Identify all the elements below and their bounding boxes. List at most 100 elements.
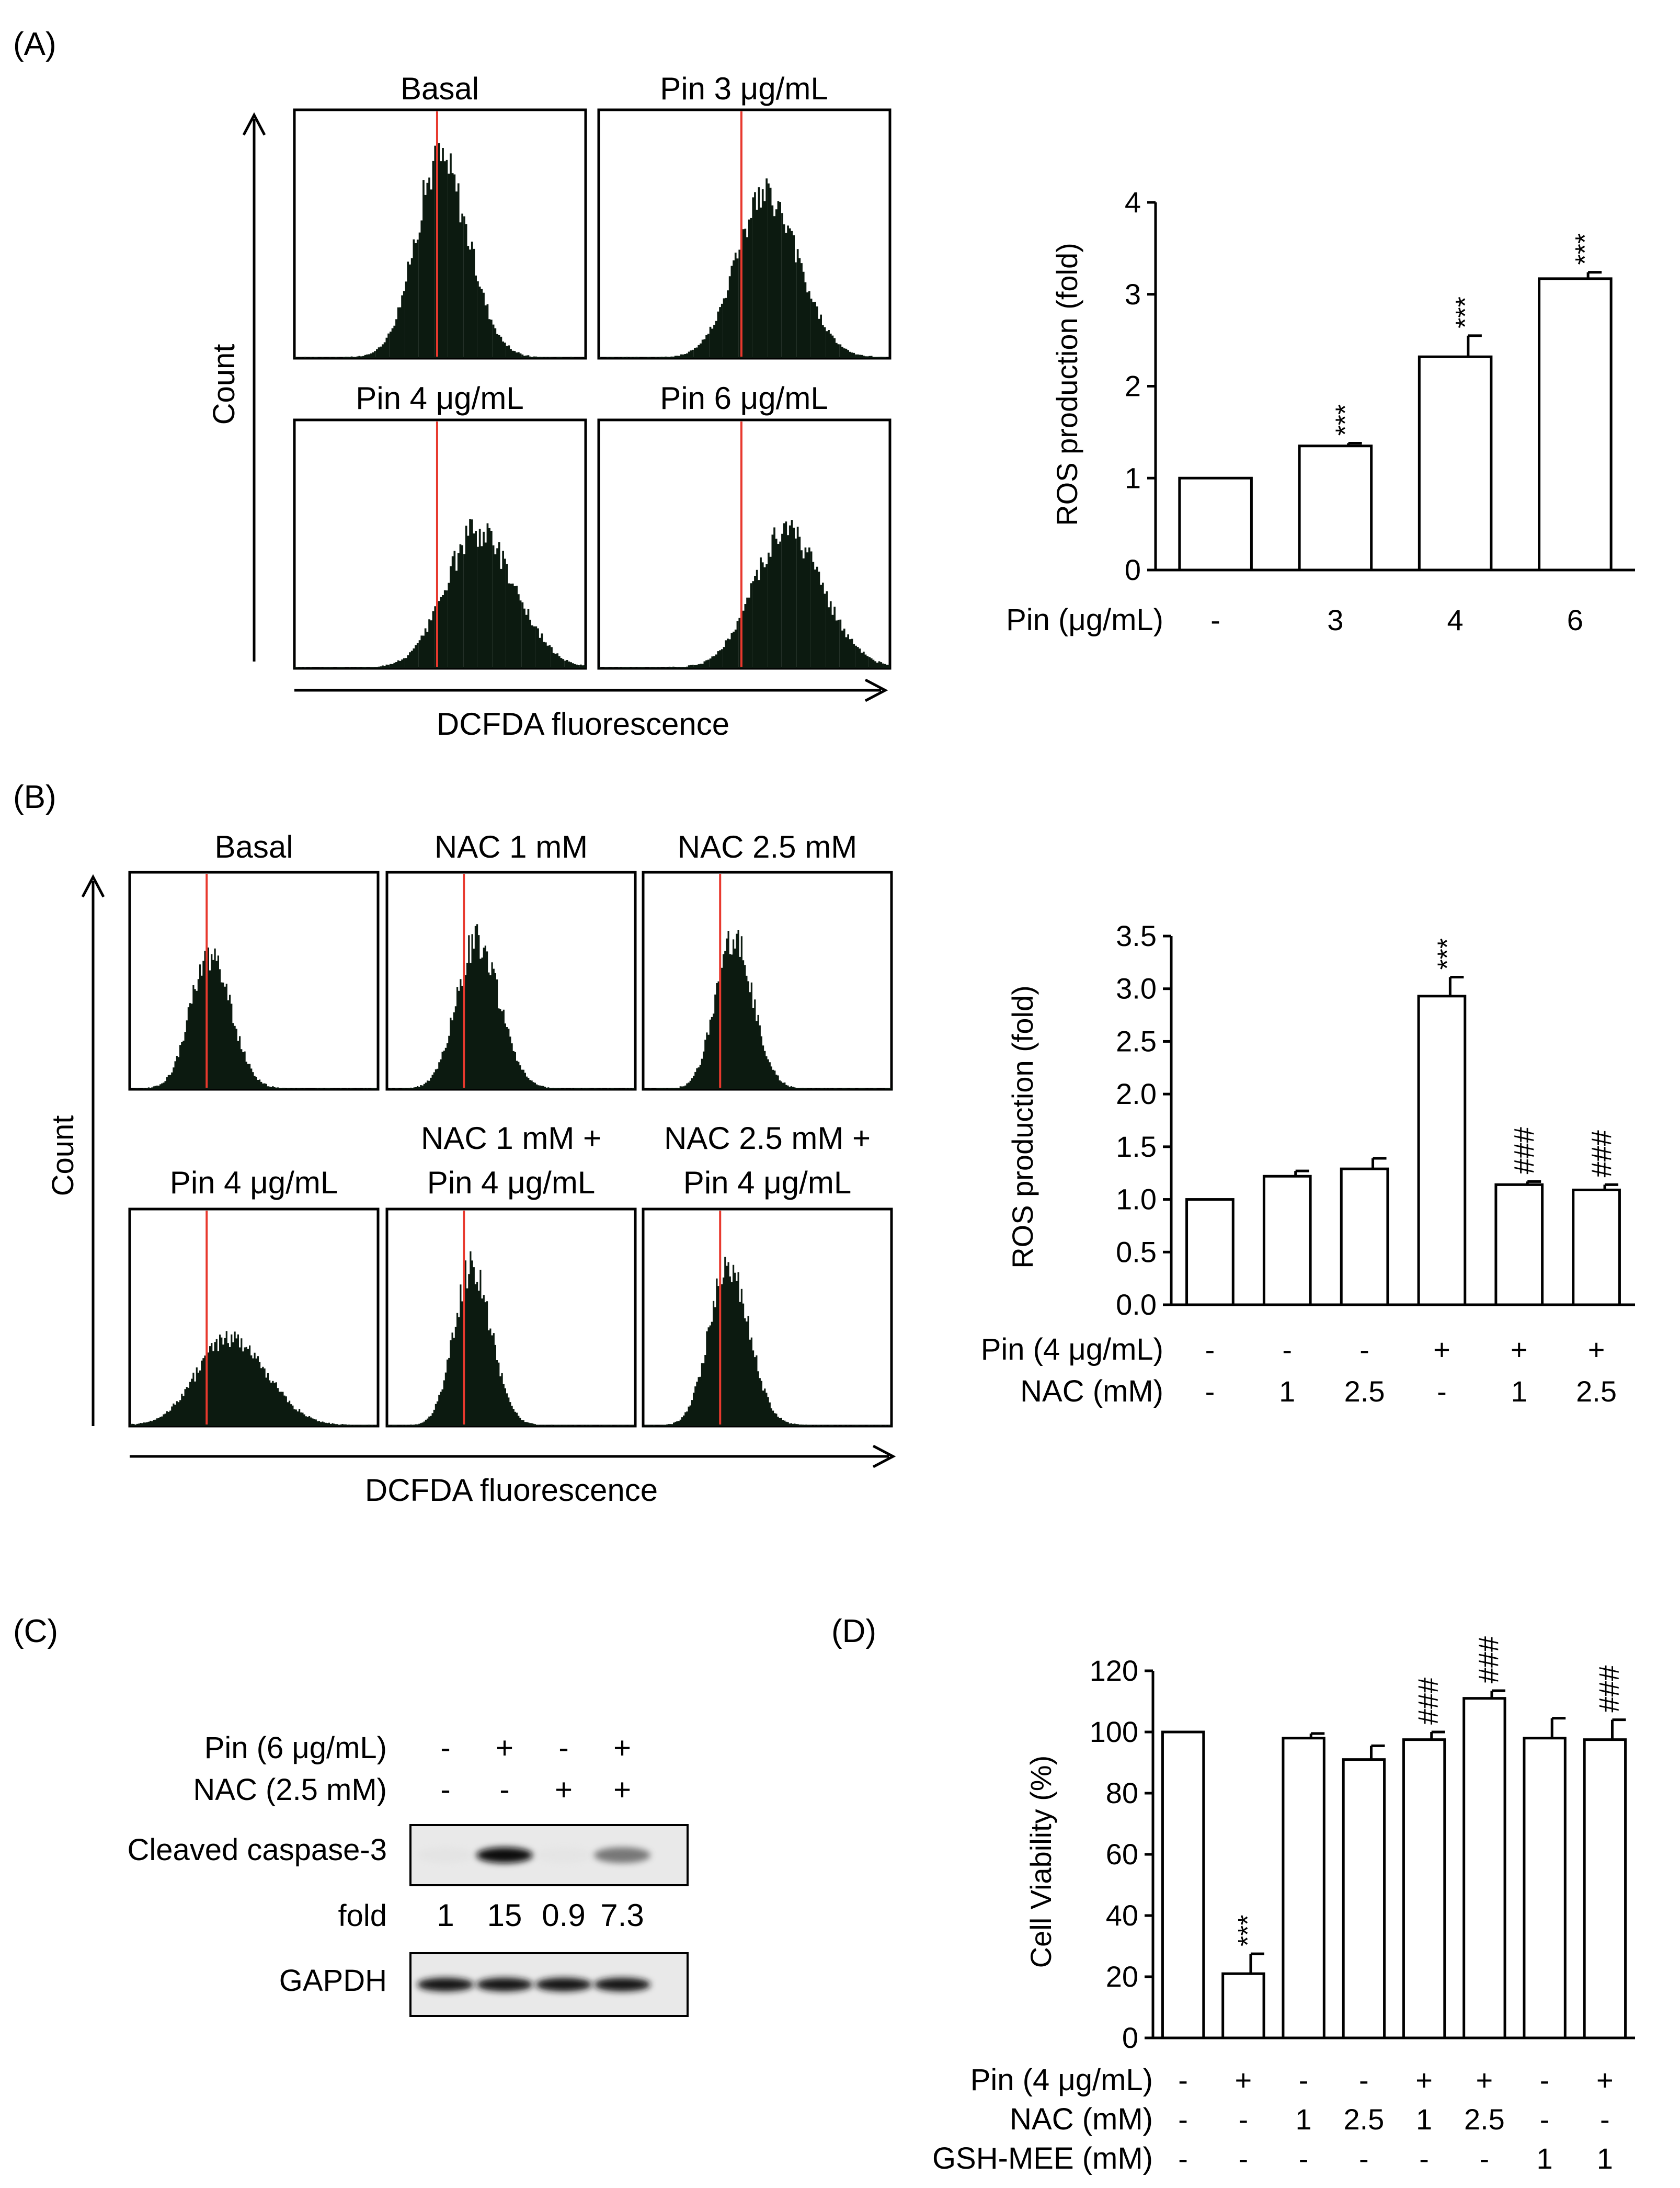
flow-a-title-0: Basal: [401, 71, 479, 106]
condition-label: -: [1359, 2142, 1369, 2175]
fold-label: fold: [338, 1899, 387, 1933]
condition-label: -: [1419, 2142, 1429, 2175]
y-tick-label: 20: [1106, 1960, 1138, 1993]
condition-label: -: [1299, 2064, 1309, 2096]
bar: [1462, 1697, 1506, 2039]
fold-value: 0.9: [542, 1898, 585, 1933]
panel-b-label: (B): [13, 779, 56, 815]
panel-c-row-header-nac: NAC (2.5 mM): [193, 1773, 387, 1807]
panel-b-ylabel: ROS production (fold): [1006, 985, 1039, 1269]
condition-label: -: [1178, 2142, 1188, 2175]
panel-c-row-header-pin: Pin (6 μg/mL): [204, 1731, 387, 1765]
blot-condition-sign: +: [613, 1731, 631, 1765]
flow-b-titles: Basal NAC 1 mM NAC 2.5 mM Pin 4 μg/mL NAC 1 …: [170, 829, 871, 1200]
condition-label: -: [1178, 2103, 1188, 2136]
x-category-label: 3: [1327, 603, 1343, 636]
bar: [1342, 1758, 1386, 2039]
condition-label: -: [1540, 2103, 1550, 2136]
significance-annotation: ***: [1450, 297, 1481, 328]
y-tick-label: 2: [1125, 370, 1141, 403]
condition-label: +: [1511, 1333, 1528, 1366]
histogram-bars: [599, 520, 890, 668]
flow-a-title-3: Pin 6 μg/mL: [660, 381, 828, 416]
panel-a-y-arrowhead: [242, 112, 266, 136]
panel-b-flow-ylabel: Count: [46, 1115, 80, 1196]
y-tick-label: 0: [1122, 2021, 1138, 2054]
panel-b-flow-xlabel: DCFDA fluorescence: [365, 1473, 658, 1508]
flow-histogram-pin-4: [293, 418, 587, 670]
y-tick-label: 3: [1125, 278, 1141, 311]
condition-label: 2.5: [1576, 1375, 1617, 1408]
condition-label: -: [1205, 1333, 1215, 1366]
bar: [1340, 1167, 1389, 1306]
panel-a-label: (A): [13, 26, 56, 62]
flow-b-title-1: NAC 1 mM: [435, 829, 588, 864]
panel-a-flow: Count DCFDA fluorescence Basal Pin 3 μg/…: [207, 71, 892, 742]
condition-label: 2.5: [1464, 2103, 1505, 2136]
flow-histogram-nac-1: [385, 871, 637, 1091]
bar-chart-a-plot: 0 1 2 3 4 - *** 3 *** 4 *** 6: [1125, 186, 1635, 636]
histogram-bars: [387, 924, 635, 1089]
significance-annotation: ***: [1432, 938, 1462, 970]
panel-c-label: (C): [13, 1613, 58, 1649]
y-tick-label: 3.0: [1116, 972, 1157, 1005]
x-category-label: -: [1210, 603, 1220, 636]
bar: [1523, 1737, 1567, 2039]
bar: [1298, 445, 1373, 572]
flow-histogram-pin-6: [597, 418, 892, 670]
condition-label: -: [1239, 2142, 1249, 2175]
fold-value: 1: [437, 1898, 454, 1933]
fold-value: 7.3: [600, 1898, 644, 1933]
y-tick-label: 0.5: [1116, 1235, 1157, 1268]
bar: [1583, 1738, 1627, 2039]
flow-histogram-pin-3: [597, 108, 892, 360]
blot-condition-sign: +: [555, 1773, 573, 1807]
y-tick-label: 100: [1090, 1715, 1138, 1748]
condition-label: -: [1178, 2064, 1188, 2096]
blot-condition-sign: -: [440, 1773, 450, 1807]
panel-b-row-header-pin: Pin (4 μg/mL): [981, 1332, 1163, 1366]
blot-condition-sign: -: [440, 1731, 450, 1765]
histogram-bars: [599, 178, 890, 358]
flow-histogram-basal-b: [128, 871, 380, 1091]
histogram-frame: [385, 1207, 637, 1428]
condition-label: -: [1540, 2064, 1550, 2096]
y-tick-label: 120: [1090, 1654, 1138, 1687]
panel-d-row-header-pin: Pin (4 μg/mL): [970, 2063, 1153, 2097]
flow-b-title-2: NAC 2.5 mM: [678, 829, 857, 864]
bar: [1417, 995, 1467, 1306]
panel-a-flow-xlabel: DCFDA fluorescence: [437, 706, 729, 742]
flow-b-title-5-line-1: NAC 2.5 mM +: [664, 1121, 871, 1156]
condition-label: +: [1433, 1333, 1450, 1366]
bar: [1221, 1972, 1265, 2039]
flow-histogram-pin-4-b: [128, 1207, 380, 1428]
bar-chart-d-plot: 0 20 40 60 80 100 120 - - - *** + - - - 1 - - 2.5 - ### +1 - ##…: [1090, 1636, 1635, 2175]
blot-label-cleaved-caspase-3: Cleaved caspase-3: [127, 1833, 387, 1867]
y-tick-label: 80: [1106, 1776, 1138, 1809]
flow-a-title-2: Pin 4 μg/mL: [356, 381, 523, 416]
histogram-frame: [642, 1207, 893, 1428]
significance-annotation: ***: [1233, 1914, 1263, 1946]
flow-b-title-3: Pin 4 μg/mL: [170, 1165, 338, 1200]
panel-b-row-header-nac: NAC (mM): [1020, 1374, 1163, 1408]
flow-histogram-nac-2-5: [642, 871, 893, 1091]
flow-histogram-nac-1-pin-4: [385, 1207, 637, 1428]
panel-b-y-arrowhead: [81, 874, 105, 898]
y-tick-label: 1.5: [1116, 1130, 1157, 1163]
panel-d-label: (D): [831, 1613, 876, 1649]
condition-label: +: [1235, 2064, 1252, 2096]
x-category-label: 6: [1567, 603, 1583, 636]
significance-annotation: ###: [1508, 1127, 1540, 1174]
panel-d-row-header-gsh-mee: GSH-MEE (mM): [932, 2141, 1153, 2175]
bar: [1402, 1738, 1446, 2039]
blot-band: [535, 1978, 592, 1991]
blot-band: [476, 1847, 533, 1863]
panel-d-row-header-nac: NAC (mM): [1010, 2102, 1153, 2136]
bar: [1418, 355, 1493, 572]
histogram-bars: [643, 1257, 892, 1426]
flow-b-title-4-line-1: NAC 1 mM +: [421, 1121, 601, 1156]
bar: [1494, 1183, 1544, 1306]
significance-annotation: ***: [1331, 404, 1361, 436]
condition-label: +: [1588, 1333, 1605, 1366]
